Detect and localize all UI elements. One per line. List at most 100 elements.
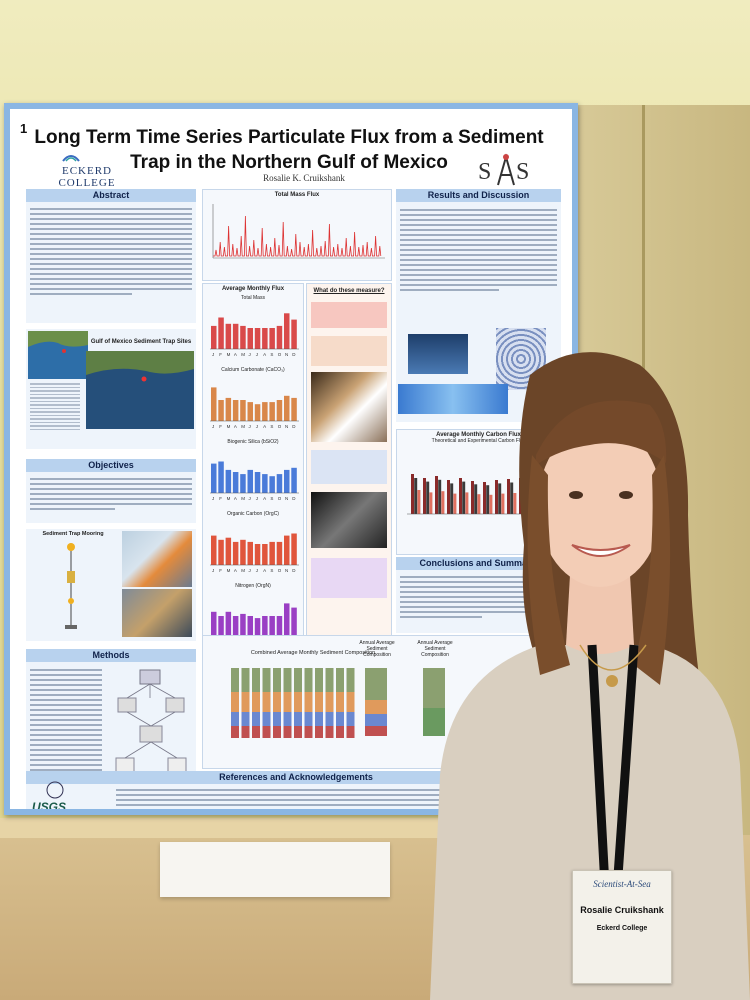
stacked-segment <box>325 668 334 692</box>
eckerd-logo-text: ECKERD COLLEGE <box>58 165 116 189</box>
poster-number: 1 <box>20 121 28 136</box>
month-tick-label: M <box>227 352 231 357</box>
month-tick-label: J <box>249 496 251 501</box>
stacked-segment <box>346 726 355 738</box>
month-tick-label: J <box>256 352 258 357</box>
stacked-segment <box>273 692 281 712</box>
stacked-segment <box>252 726 260 738</box>
month-tick-label: M <box>241 424 245 429</box>
monthly-bar <box>276 541 283 565</box>
stacked-segment <box>283 712 292 726</box>
month-tick-label: A <box>263 568 266 573</box>
month-tick-label: N <box>285 352 288 357</box>
month-tick-label: A <box>234 424 237 429</box>
monthly-bar <box>269 328 275 349</box>
monthly-bar <box>247 616 253 637</box>
monthly-bar <box>262 402 268 421</box>
month-tick-label: A <box>263 424 266 429</box>
combined-title: Combined Average Monthly Sediment Compos… <box>250 650 376 656</box>
stacked-segment <box>336 726 344 738</box>
abstract-body <box>26 202 196 323</box>
plankton-photos <box>311 372 387 442</box>
monthly-bar <box>211 535 217 565</box>
month-tick-label: O <box>278 496 282 501</box>
stacked-segment <box>231 712 239 726</box>
month-tick-label: M <box>241 568 245 573</box>
carbon-flux-bar <box>426 481 430 514</box>
stacked-segment <box>346 712 355 726</box>
month-tick-label: F <box>219 352 222 357</box>
stacked-segment <box>325 692 334 712</box>
monthly-bar <box>232 400 239 421</box>
svg-text:S: S <box>478 159 491 185</box>
stacked-segment <box>241 692 250 712</box>
carbon-flux-bar <box>513 493 517 514</box>
references-heading: References and Acknowledgements <box>26 771 566 784</box>
results-heading: Results and Discussion <box>396 189 561 202</box>
monthly-bar <box>240 400 246 421</box>
stacked-segment <box>252 712 260 726</box>
monthly-bar <box>269 402 275 421</box>
map-figure: Gulf of Mexico Sediment Trap Sites <box>26 329 196 449</box>
carbon-flux-bar <box>501 493 505 514</box>
carbon-flux-bar <box>435 476 438 514</box>
methods-flowchart <box>115 669 187 775</box>
stacked-segment <box>273 712 281 726</box>
annual-bar-2 <box>423 668 445 736</box>
poster-author: Rosalie K. Cruikshank <box>263 173 345 183</box>
month-tick-label: M <box>227 568 231 573</box>
monthly-bar <box>284 469 290 493</box>
stacked-segment <box>294 726 302 738</box>
month-tick-label: J <box>212 424 214 429</box>
stacked-segment <box>252 668 260 692</box>
month-tick-label: A <box>263 496 266 501</box>
stacked-segment <box>315 692 323 712</box>
objectives-heading: Objectives <box>26 459 196 472</box>
month-tick-label: O <box>278 568 282 573</box>
composition-figure: Combined Average Monthly Sediment Compos… <box>202 635 566 769</box>
stacked-segment <box>262 712 271 726</box>
stacked-segment <box>262 668 271 692</box>
month-tick-label: M <box>227 424 231 429</box>
badge-org: Eckerd College <box>596 925 648 932</box>
carbon-flux-bar <box>459 478 462 514</box>
stacked-segment <box>241 726 250 738</box>
monthly-bar <box>269 616 275 637</box>
annual-title-1: Annual Average Sediment Composition <box>359 640 395 658</box>
carbon-flux-bar <box>474 484 478 514</box>
month-tick-label: A <box>263 352 266 357</box>
conclusions-heading: Conclusions and Summary <box>396 557 559 570</box>
svg-text:S: S <box>516 159 529 185</box>
carbon-flux-bar <box>453 493 457 514</box>
carbon-flux-bar <box>483 482 486 514</box>
monthly-bar <box>225 469 232 493</box>
month-tick-label: D <box>292 568 296 573</box>
carbon-flux-subtitle: Theoretical and Experimental Carbon Flux <box>431 438 526 444</box>
stacked-segment <box>283 668 292 692</box>
month-tick-label: D <box>292 424 296 429</box>
monthly-bar <box>232 616 239 637</box>
carbon-flux-bar <box>495 480 498 514</box>
carbon-flux-bar <box>411 474 414 514</box>
monthly-bar <box>276 616 283 637</box>
month-tick-label: D <box>292 352 296 357</box>
monthly-bar <box>232 541 239 565</box>
stacked-segment <box>252 692 260 712</box>
month-tick-label: J <box>249 568 251 573</box>
map-gulf <box>86 351 194 429</box>
stacked-segment <box>325 712 334 726</box>
carbon-flux-bar <box>471 481 474 514</box>
paper-card <box>160 842 390 897</box>
monthly-bar <box>247 469 253 493</box>
carbon-flux-bar <box>465 492 469 514</box>
monthly-chart-title: Organic Carbon (OrgC) <box>227 511 279 517</box>
month-tick-label: S <box>270 496 273 501</box>
month-tick-label: S <box>270 424 273 429</box>
stacked-segment <box>294 712 302 726</box>
stacked-segment <box>231 726 239 738</box>
stacked-segment <box>336 692 344 712</box>
month-tick-label: D <box>292 496 296 501</box>
diatom-photos <box>311 492 387 548</box>
